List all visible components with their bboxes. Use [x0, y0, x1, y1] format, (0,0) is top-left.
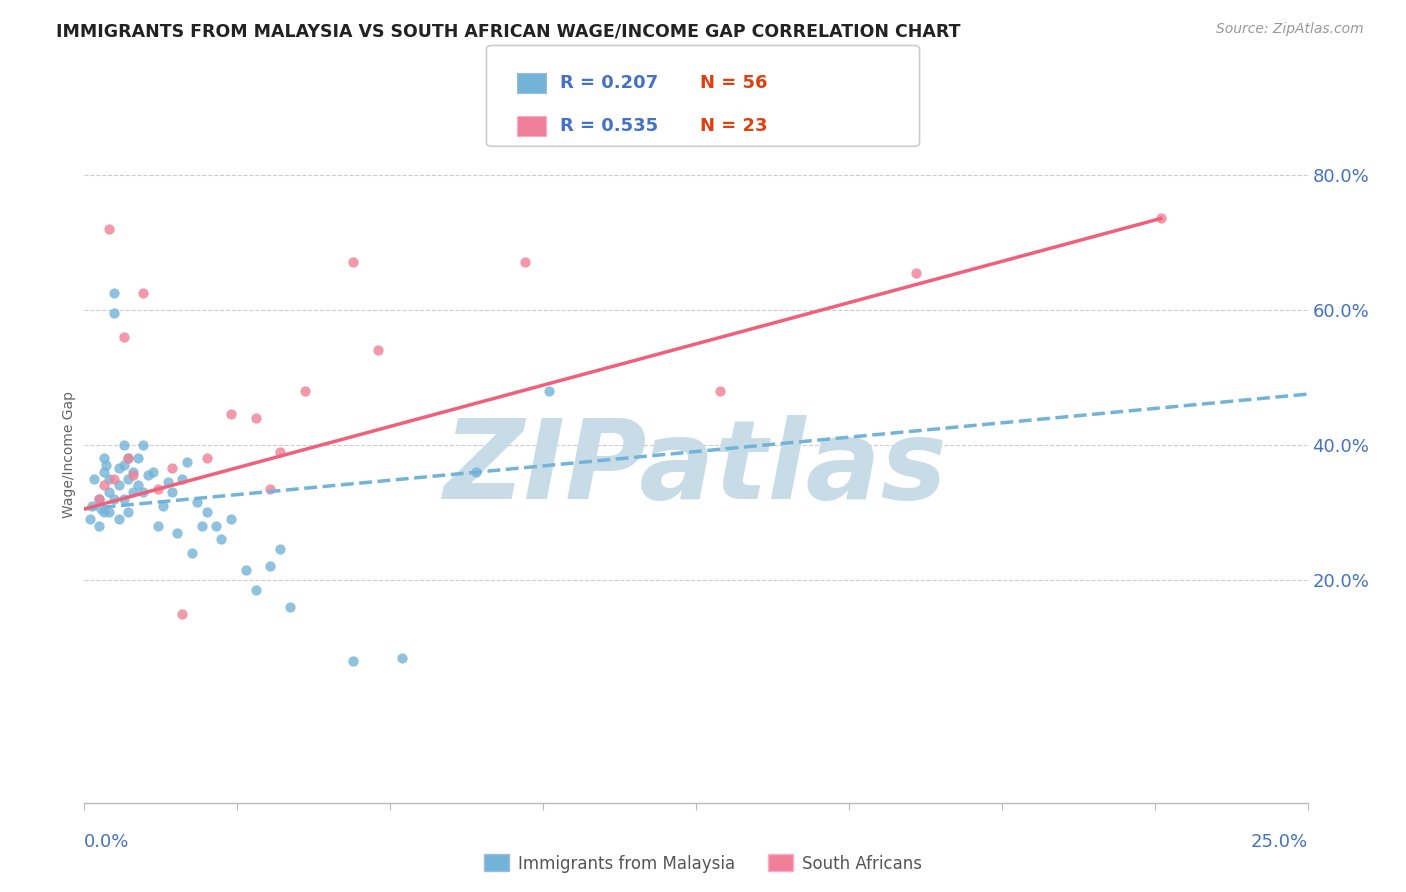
Point [112, 438, 135, 452]
Point [391, 650, 413, 665]
Text: N = 56: N = 56 [700, 74, 768, 92]
Text: N = 23: N = 23 [700, 117, 768, 135]
Point [538, 384, 561, 398]
Point [152, 499, 174, 513]
Point [172, 607, 194, 621]
Point [93, 451, 115, 466]
Point [83, 472, 105, 486]
Point [142, 465, 165, 479]
Point [122, 468, 145, 483]
Point [87, 519, 110, 533]
Point [107, 478, 129, 492]
Point [90, 502, 112, 516]
Point [87, 491, 110, 506]
Point [166, 525, 188, 540]
Point [205, 519, 228, 533]
Point [245, 582, 267, 597]
Point [103, 491, 125, 506]
Point [93, 478, 115, 492]
Point [132, 438, 155, 452]
Point [176, 455, 198, 469]
Point [195, 505, 218, 519]
Point [219, 512, 242, 526]
Point [259, 482, 281, 496]
Point [172, 472, 194, 486]
Point [112, 458, 135, 472]
Point [117, 451, 139, 466]
Point [93, 465, 115, 479]
Point [87, 491, 110, 506]
Legend: Immigrants from Malaysia, South Africans: Immigrants from Malaysia, South Africans [478, 847, 928, 880]
Point [107, 461, 129, 475]
Point [342, 255, 364, 269]
Point [219, 408, 242, 422]
Point [342, 654, 364, 668]
Point [146, 519, 169, 533]
Point [367, 343, 389, 358]
Text: IMMIGRANTS FROM MALAYSIA VS SOUTH AFRICAN WAGE/INCOME GAP CORRELATION CHART: IMMIGRANTS FROM MALAYSIA VS SOUTH AFRICA… [56, 22, 960, 40]
Point [259, 559, 281, 574]
Point [235, 563, 257, 577]
Point [186, 495, 208, 509]
Point [103, 472, 125, 486]
Text: R = 0.207: R = 0.207 [560, 74, 658, 92]
Point [209, 533, 232, 547]
Point [132, 285, 155, 300]
Point [117, 472, 139, 486]
Point [97, 221, 120, 235]
Point [122, 465, 145, 479]
Point [191, 519, 214, 533]
Point [79, 512, 101, 526]
Point [162, 485, 184, 500]
Text: ZIPatlas: ZIPatlas [444, 416, 948, 523]
Point [93, 505, 115, 519]
Point [103, 306, 125, 320]
Point [195, 451, 218, 466]
Point [127, 451, 149, 466]
Point [112, 329, 135, 343]
Point [112, 491, 135, 506]
Point [97, 485, 120, 500]
Point [127, 478, 149, 492]
Point [107, 512, 129, 526]
Point [97, 472, 120, 486]
Point [294, 384, 316, 398]
Point [278, 599, 301, 614]
Point [103, 285, 125, 300]
Point [464, 465, 486, 479]
Point [269, 542, 291, 557]
Point [709, 384, 731, 398]
Point [162, 461, 184, 475]
Point [181, 546, 204, 560]
Point [117, 451, 139, 466]
Point [136, 468, 159, 483]
Point [156, 475, 179, 489]
Y-axis label: Wage/Income Gap: Wage/Income Gap [62, 392, 76, 518]
Point [513, 255, 536, 269]
Point [269, 444, 291, 458]
Point [122, 485, 145, 500]
Point [245, 410, 267, 425]
Text: Source: ZipAtlas.com: Source: ZipAtlas.com [1216, 22, 1364, 37]
Point [117, 505, 139, 519]
Point [132, 485, 155, 500]
Point [146, 482, 169, 496]
Text: 25.0%: 25.0% [1250, 833, 1308, 851]
Point [97, 505, 120, 519]
Text: R = 0.535: R = 0.535 [560, 117, 658, 135]
Text: 0.0%: 0.0% [84, 833, 129, 851]
Point [96, 458, 118, 472]
Point [80, 499, 103, 513]
Point [1150, 211, 1173, 226]
Point [905, 266, 928, 280]
